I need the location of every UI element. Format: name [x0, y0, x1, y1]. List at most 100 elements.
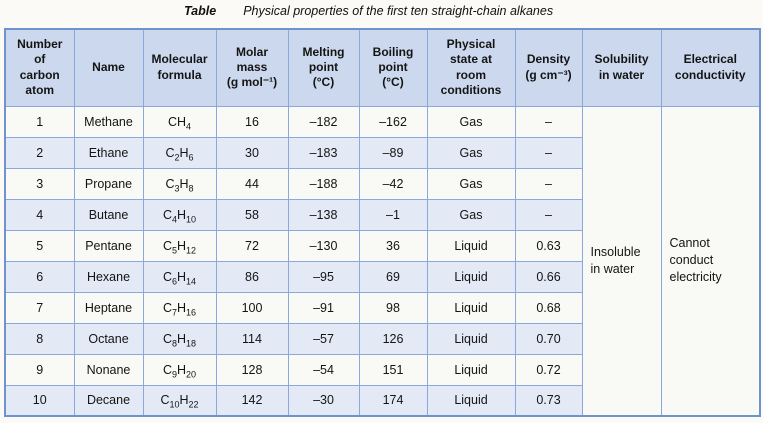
cell-name: Pentane: [73, 229, 144, 262]
cell-density: –: [514, 105, 583, 138]
cell-number: 5: [4, 229, 75, 262]
cell-name: Decane: [73, 384, 144, 417]
cell-boiling-point: 69: [358, 260, 428, 293]
cell-physical-state: Liquid: [426, 229, 516, 262]
table-caption: Table Physical properties of the first te…: [184, 4, 553, 18]
cell-physical-state: Gas: [426, 198, 516, 231]
table-row: 3 Propane C3H8 44 –188 –42 Gas –: [4, 167, 760, 200]
cell-boiling-point: –1: [358, 198, 428, 231]
cell-number: 8: [4, 322, 75, 355]
cell-formula: C5H12: [142, 229, 217, 262]
header-molar-mass: Molar mass (g mol⁻¹): [215, 28, 289, 107]
table-caption-label: Table: [184, 4, 217, 18]
cell-boiling-point: 98: [358, 291, 428, 324]
cell-molar-mass: 30: [215, 136, 289, 169]
cell-name: Octane: [73, 322, 144, 355]
table-header-row: Number of carbon atom Name Molecular formu…: [4, 28, 761, 107]
header-boiling-point: Boiling point (°C): [358, 28, 428, 107]
cell-formula: C10H22: [142, 384, 217, 417]
cell-molar-mass: 114: [215, 322, 289, 355]
cell-name: Nonane: [73, 353, 144, 386]
table-row: 6 Hexane C6H14 86 –95 69 Liquid 0.66: [4, 260, 760, 293]
table-row: 4 Butane C4H10 58 –138 –1 Gas –: [4, 198, 760, 231]
table-row: 7 Heptane C7H16 100 –91 98 Liquid 0.68: [4, 291, 760, 324]
header-molecular-formula: Molecular formula: [142, 28, 217, 107]
cell-name: Methane: [73, 105, 144, 138]
table-row: 1 Methane CH4 16 –182 –162 Gas – Insoluble in wa…: [4, 105, 761, 417]
header-carbon-atoms: Number of carbon atom: [4, 28, 75, 107]
cell-melting-point: –30: [287, 384, 360, 417]
cell-name: Hexane: [73, 260, 144, 293]
cell-molar-mass: 128: [215, 353, 289, 386]
cell-conductivity: Cannot conduct electricity: [660, 105, 761, 417]
cell-density: –: [514, 198, 583, 231]
cell-number: 7: [4, 291, 75, 324]
cell-number: 4: [4, 198, 75, 231]
cell-density: 0.66: [514, 260, 583, 293]
cell-melting-point: –183: [287, 136, 360, 169]
table-row: 10 Decane C10H22 142 –30 174 Liquid 0.73: [4, 384, 760, 417]
cell-melting-point: –95: [287, 260, 360, 293]
cell-melting-point: –91: [287, 291, 360, 324]
cell-formula: C3H8: [142, 167, 217, 200]
cell-melting-point: –188: [287, 167, 360, 200]
cell-boiling-point: 126: [358, 322, 428, 355]
cell-melting-point: –130: [287, 229, 360, 262]
cell-formula: CH4: [142, 105, 217, 138]
header-name: Name: [73, 28, 144, 107]
cell-density: –: [514, 136, 583, 169]
header-row: Number of carbon atom Name Molecular formu…: [4, 28, 761, 107]
cell-boiling-point: 174: [358, 384, 428, 417]
cell-physical-state: Liquid: [426, 291, 516, 324]
cell-solubility: Insoluble in water: [581, 105, 662, 417]
table-caption-text: Physical properties of the first ten str…: [243, 4, 554, 18]
cell-melting-point: –182: [287, 105, 360, 138]
cell-molar-mass: 58: [215, 198, 289, 231]
table-row: 2 Ethane C2H6 30 –183 –89 Gas –: [4, 136, 760, 169]
cell-name: Ethane: [73, 136, 144, 169]
cell-formula: C8H18: [142, 322, 217, 355]
header-physical-state: Physical state at room conditions: [426, 28, 516, 107]
cell-name: Butane: [73, 198, 144, 231]
cell-formula: C2H6: [142, 136, 217, 169]
cell-formula: C7H16: [142, 291, 217, 324]
cell-physical-state: Liquid: [426, 353, 516, 386]
header-conductivity: Electrical conductivity: [660, 28, 761, 107]
cell-formula: C4H10: [142, 198, 217, 231]
cell-density: –: [514, 167, 583, 200]
cell-boiling-point: 151: [358, 353, 428, 386]
cell-physical-state: Liquid: [426, 260, 516, 293]
cell-number: 10: [4, 384, 75, 417]
cell-molar-mass: 44: [215, 167, 289, 200]
cell-formula: C9H20: [142, 353, 217, 386]
cell-molar-mass: 72: [215, 229, 289, 262]
cell-molar-mass: 16: [215, 105, 289, 138]
cell-density: 0.63: [514, 229, 583, 262]
cell-density: 0.72: [514, 353, 583, 386]
cell-density: 0.68: [514, 291, 583, 324]
cell-melting-point: –138: [287, 198, 360, 231]
cell-melting-point: –54: [287, 353, 360, 386]
cell-name: Propane: [73, 167, 144, 200]
cell-melting-point: –57: [287, 322, 360, 355]
cell-density: 0.70: [514, 322, 583, 355]
cell-boiling-point: –89: [358, 136, 428, 169]
cell-number: 2: [4, 136, 75, 169]
cell-boiling-point: –162: [358, 105, 428, 138]
header-melting-point: Melting point (°C): [287, 28, 360, 107]
cell-physical-state: Gas: [426, 167, 516, 200]
cell-physical-state: Gas: [426, 105, 516, 138]
cell-density: 0.73: [514, 384, 583, 417]
cell-physical-state: Liquid: [426, 322, 516, 355]
alkanes-table: Number of carbon atom Name Molecular formu…: [4, 28, 761, 417]
cell-molar-mass: 86: [215, 260, 289, 293]
cell-molar-mass: 100: [215, 291, 289, 324]
cell-physical-state: Liquid: [426, 384, 516, 417]
cell-boiling-point: –42: [358, 167, 428, 200]
header-solubility: Solubility in water: [581, 28, 662, 107]
cell-number: 3: [4, 167, 75, 200]
cell-name: Heptane: [73, 291, 144, 324]
cell-number: 1: [4, 105, 75, 138]
cell-formula: C6H14: [142, 260, 217, 293]
table-row: 5 Pentane C5H12 72 –130 36 Liquid 0.63: [4, 229, 760, 262]
